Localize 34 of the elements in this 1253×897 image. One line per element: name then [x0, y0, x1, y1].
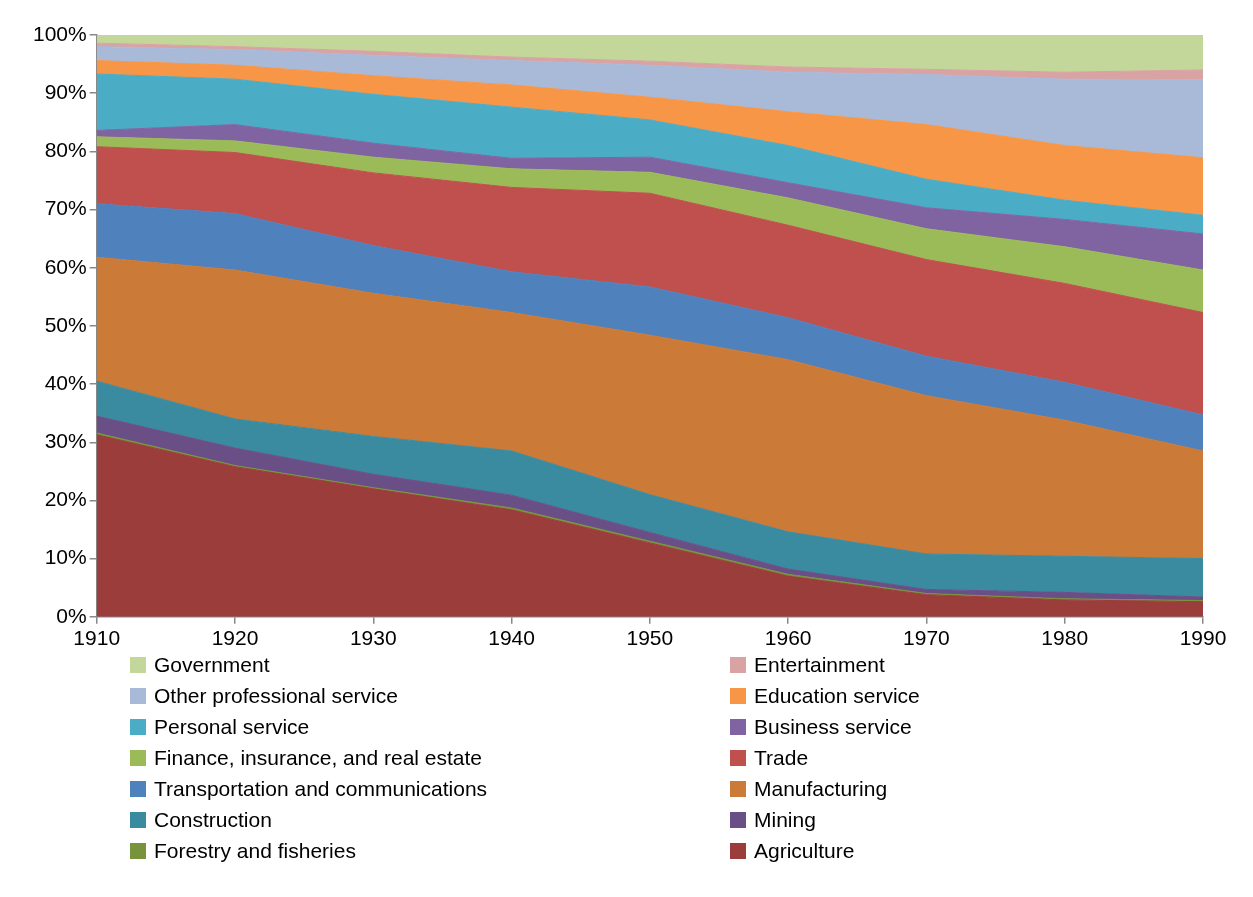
y-tick-label: 60%	[44, 254, 87, 278]
legend-label: Other professional service	[154, 684, 398, 708]
y-tick-label: 40%	[44, 370, 87, 394]
legend-label: Forestry and fisheries	[154, 839, 356, 863]
legend-label: Mining	[754, 808, 816, 832]
x-tick-label: 1960	[764, 626, 812, 650]
y-tick-label: 50%	[44, 312, 87, 336]
legend-label: Manufacturing	[754, 777, 888, 801]
legend-label: Government	[154, 653, 270, 677]
x-tick-label: 1910	[73, 626, 121, 650]
legend-label: Personal service	[154, 715, 310, 739]
x-tick-label: 1930	[349, 626, 397, 650]
x-tick-label: 1970	[903, 626, 950, 650]
legend-label: Business service	[754, 715, 912, 739]
legend-label: Construction	[154, 808, 272, 832]
y-tick-label: 70%	[44, 196, 87, 220]
y-tick-label: 100%	[32, 21, 87, 45]
legend-label: Finance, insurance, and real estate	[154, 746, 483, 770]
y-tick-label: 10%	[44, 545, 87, 569]
x-tick-label: 1950	[626, 626, 674, 650]
y-tick-label: 90%	[44, 79, 87, 103]
legend-label: Agriculture	[754, 839, 855, 863]
x-tick-label: 1980	[1041, 626, 1089, 650]
legend-label: Transportation and communications	[154, 777, 488, 801]
legend-label: Education service	[754, 684, 920, 708]
y-tick-label: 0%	[56, 603, 87, 627]
y-tick-label: 20%	[44, 487, 87, 511]
y-tick-label: 80%	[44, 138, 87, 162]
y-tick-label: 30%	[44, 429, 87, 453]
legend-label: Trade	[754, 746, 809, 770]
legend-label: Entertainment	[754, 653, 885, 677]
x-tick-label: 1920	[211, 626, 259, 650]
x-tick-label: 1940	[488, 626, 535, 650]
x-tick-label: 1990	[1179, 626, 1227, 650]
